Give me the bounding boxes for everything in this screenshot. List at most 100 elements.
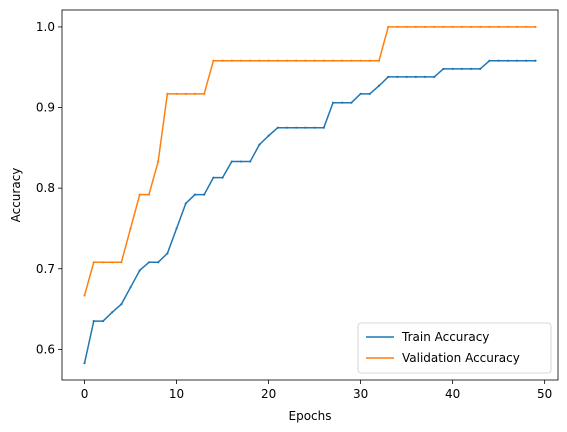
- series-2-point: [387, 25, 390, 29]
- x-tick-label: 20: [261, 387, 276, 401]
- series-2-point: [285, 59, 289, 62]
- series-1-point: [267, 134, 270, 137]
- x-tick-label: 30: [353, 387, 368, 401]
- series-2-point: [350, 59, 353, 62]
- series-1-point: [175, 227, 178, 230]
- series-2-point: [322, 59, 325, 62]
- series-2-point: [414, 25, 417, 29]
- series-1-point: [83, 361, 86, 365]
- series-1-point: [120, 303, 123, 306]
- series-1-point: [230, 160, 233, 163]
- series-1-point: [414, 75, 417, 79]
- series-2-point: [534, 25, 537, 29]
- series-1-point: [396, 75, 399, 79]
- legend-label-1: Train Accuracy: [401, 330, 489, 344]
- series-1-point: [350, 101, 353, 104]
- y-tick-label: 0.8: [36, 181, 55, 195]
- series-2-point: [497, 25, 500, 29]
- series-2-point: [138, 193, 141, 196]
- y-tick-label: 1.0: [36, 20, 55, 34]
- legend: Train Accuracy Validation Accuracy: [357, 322, 552, 374]
- series-2-point: [175, 92, 178, 95]
- series-1-point: [129, 286, 132, 289]
- series-1-point: [193, 193, 197, 196]
- series-2-point: [442, 25, 445, 29]
- series-1-point: [295, 126, 298, 129]
- x-axis: 0 10 20 30 40 50: [81, 380, 552, 401]
- series-line-2: [83, 26, 537, 297]
- series-1-point: [515, 59, 519, 62]
- series-1-point: [405, 75, 408, 79]
- y-axis: 0.6 0.7 0.8 0.9 1.0: [36, 20, 62, 356]
- x-axis-label: Epochs: [289, 409, 332, 423]
- series-1-point: [313, 126, 316, 129]
- series-line-1: [83, 60, 537, 364]
- series-2-point: [506, 25, 509, 29]
- series-2-point: [276, 59, 279, 62]
- series-1-point: [469, 67, 473, 70]
- series-2-point: [423, 25, 427, 29]
- series-2-point: [359, 59, 362, 62]
- series-1-point: [442, 67, 445, 70]
- series-1-point: [377, 84, 381, 87]
- series-2-point: [166, 92, 169, 95]
- series-2-point: [479, 25, 482, 29]
- series-2-point: [396, 25, 399, 29]
- series-2-point: [147, 193, 151, 196]
- series-2-point: [331, 59, 335, 62]
- y-tick-label: 0.7: [36, 262, 55, 276]
- x-tick-label: 50: [537, 387, 552, 401]
- series-2-point: [212, 59, 215, 62]
- series-1-point: [506, 59, 509, 62]
- series-1-point: [525, 59, 528, 62]
- series-1-point: [258, 143, 261, 146]
- series-1-point: [433, 75, 436, 79]
- series-2-point: [304, 59, 307, 62]
- series-2-point: [101, 261, 105, 264]
- series-2-point: [405, 25, 408, 29]
- plot-frame: [61, 9, 559, 381]
- series-1-point: [166, 252, 169, 255]
- x-tick-label: 40: [445, 387, 460, 401]
- legend-box: [357, 322, 552, 374]
- series-1-point: [147, 261, 151, 264]
- series-1-point: [239, 160, 243, 163]
- series-2-point: [184, 92, 187, 95]
- series-2-point: [129, 227, 132, 230]
- series-layer: [83, 25, 537, 365]
- series-2-point: [230, 59, 233, 62]
- series-2-point: [203, 92, 206, 95]
- series-1-point: [322, 126, 325, 129]
- series-2-point: [433, 25, 436, 29]
- series-2-point: [157, 160, 160, 163]
- series-1-point: [249, 160, 252, 163]
- series-1-point: [184, 202, 187, 205]
- series-2-point: [295, 59, 298, 62]
- series-1-point: [157, 261, 160, 264]
- x-tick-label: 0: [81, 387, 89, 401]
- series-2-point: [341, 59, 344, 62]
- series-2-point: [92, 261, 95, 264]
- series-1-point: [368, 92, 371, 95]
- legend-label-2: Validation Accuracy: [402, 351, 520, 365]
- series-2-point: [488, 25, 491, 29]
- series-2-point: [267, 59, 270, 62]
- series-1-point: [488, 59, 491, 62]
- series-1-point: [331, 101, 335, 104]
- x-tick-label: 10: [169, 387, 184, 401]
- series-1-point: [276, 126, 279, 129]
- series-2-point: [258, 59, 261, 62]
- series-1-point: [101, 320, 105, 323]
- series-2-point: [313, 59, 316, 62]
- series-1-point: [359, 92, 362, 95]
- series-2-point: [368, 59, 371, 62]
- series-2-point: [377, 59, 381, 62]
- series-1-point: [203, 193, 206, 196]
- series-2-point: [460, 25, 463, 29]
- series-2-point: [193, 92, 197, 95]
- series-1-point: [497, 59, 500, 62]
- series-2-point: [120, 261, 123, 264]
- series-2-point: [515, 25, 519, 29]
- series-1-point: [304, 126, 307, 129]
- series-2-point: [451, 25, 454, 29]
